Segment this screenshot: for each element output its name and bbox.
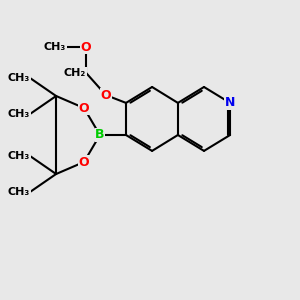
Text: CH₃: CH₃ — [8, 151, 30, 161]
Text: CH₂: CH₂ — [64, 68, 86, 78]
Text: O: O — [79, 101, 89, 115]
Text: B: B — [95, 128, 105, 142]
Text: CH₃: CH₃ — [44, 42, 66, 52]
Text: O: O — [81, 40, 92, 54]
Text: CH₃: CH₃ — [8, 109, 30, 119]
Text: N: N — [225, 96, 235, 110]
Text: CH₃: CH₃ — [8, 187, 30, 197]
Text: O: O — [79, 155, 89, 169]
Text: CH₃: CH₃ — [8, 73, 30, 83]
Text: O: O — [100, 88, 111, 102]
